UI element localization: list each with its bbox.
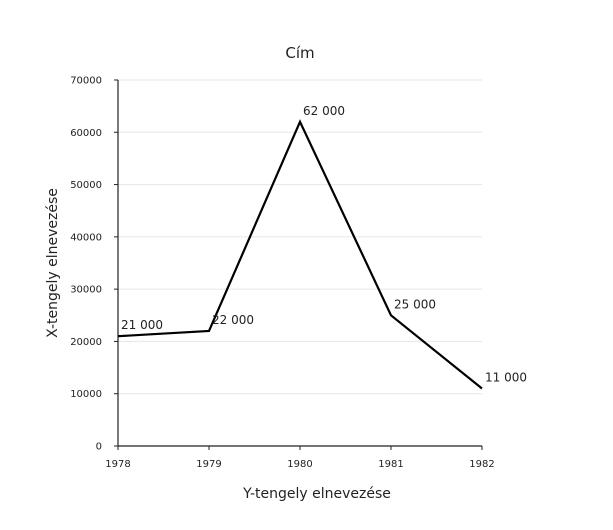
- y-tick-label: 40000: [70, 232, 102, 243]
- axes: [117, 80, 482, 447]
- x-tick-label: 1978: [105, 459, 130, 470]
- x-tick-label: 1981: [378, 459, 403, 470]
- series-layer: [117, 119, 483, 390]
- x-axis-ticks: 1978 1979 1980 1981 1982: [105, 446, 495, 470]
- x-tick-label: 1980: [287, 459, 312, 470]
- data-labels: 21 000 22 000 62 000 25 000 11 000: [121, 104, 527, 385]
- data-label: 62 000: [303, 104, 345, 118]
- data-label: 25 000: [394, 297, 436, 311]
- data-label: 22 000: [212, 313, 254, 327]
- x-tick-label: 1979: [196, 459, 221, 470]
- y-tick-label: 70000: [70, 76, 102, 87]
- chart-title: Cím: [285, 44, 314, 62]
- data-label: 21 000: [121, 318, 163, 332]
- y-axis-title: X-tengely elnevezése: [45, 188, 61, 338]
- y-tick-label: 10000: [70, 389, 102, 400]
- y-tick-label: 60000: [70, 128, 102, 139]
- y-tick-label: 50000: [70, 180, 102, 191]
- y-tick-label: 20000: [70, 337, 102, 348]
- gridlines: [118, 79, 482, 395]
- data-label: 11 000: [485, 370, 527, 384]
- y-axis-ticks: 0 10000 20000 30000 40000 50000 60000 70000: [70, 76, 118, 453]
- y-tick-label: 0: [96, 442, 102, 453]
- x-tick-label: 1982: [469, 459, 494, 470]
- y-tick-label: 30000: [70, 285, 102, 296]
- x-axis-title: Y-tengely elnevezése: [242, 486, 391, 502]
- series-line: [117, 119, 483, 390]
